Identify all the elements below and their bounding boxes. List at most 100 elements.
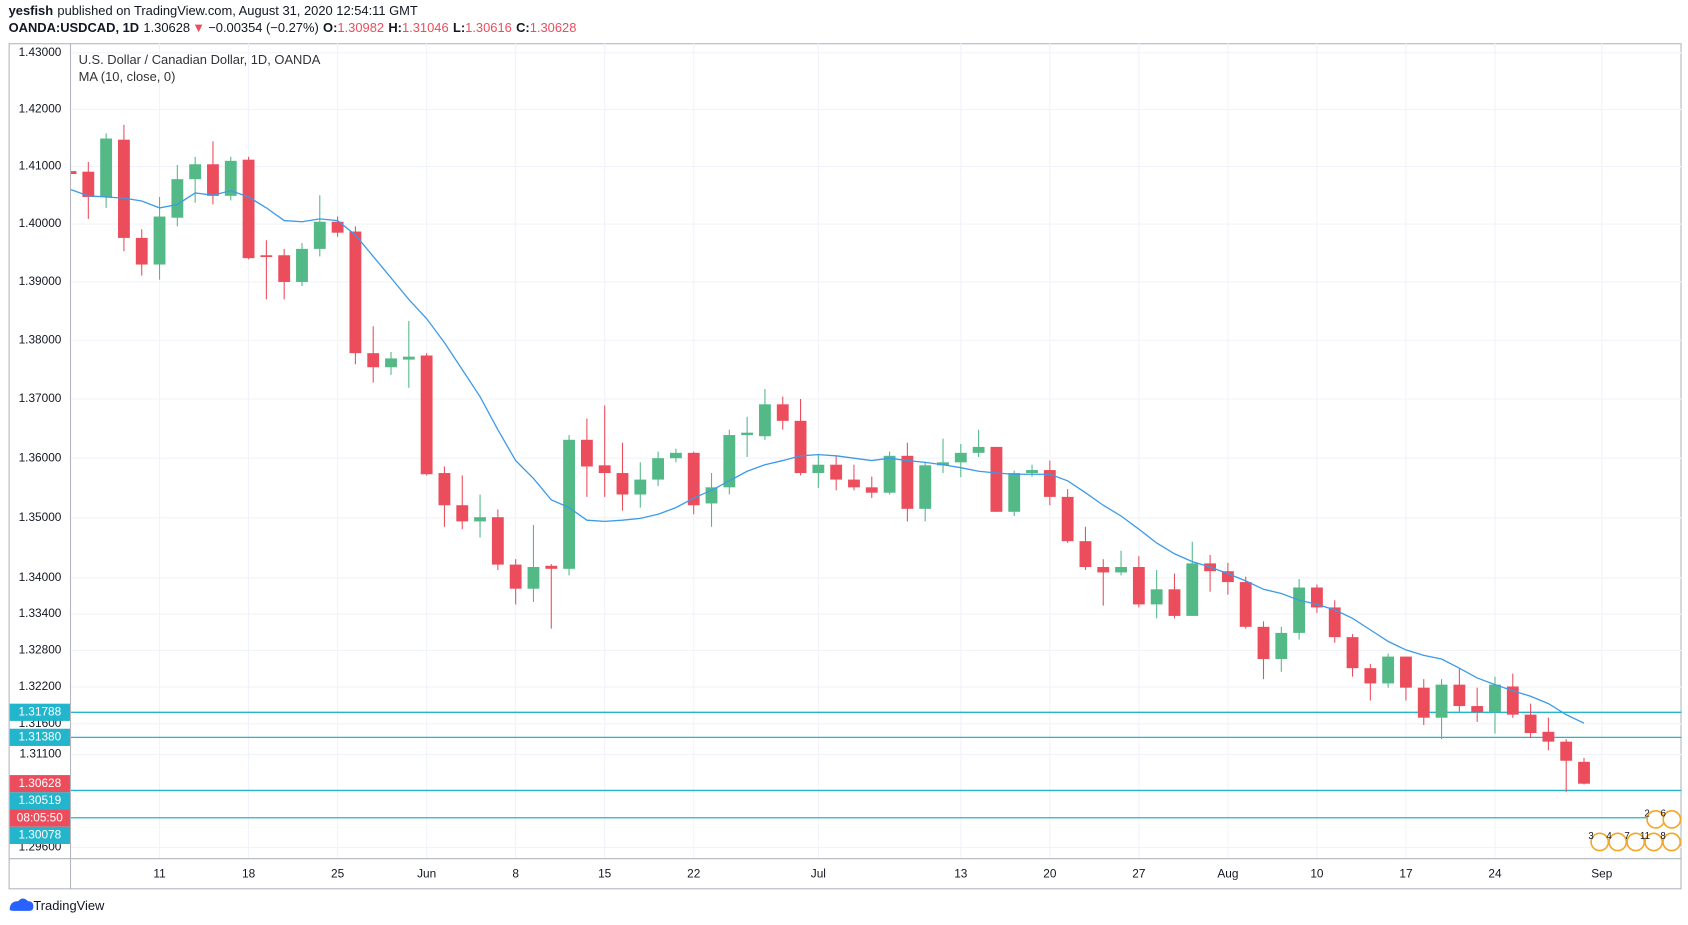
price-badge-label: 08:05:50 — [17, 810, 63, 824]
candle-body — [1524, 714, 1537, 734]
publish-line: yesfish published on TradingView.com, Aug… — [9, 3, 418, 18]
y-tick-label: 1.40000 — [19, 216, 62, 230]
y-tick-label: 1.42000 — [19, 102, 62, 116]
x-tick-label: 22 — [687, 866, 700, 880]
event-count: 3 — [1588, 831, 1593, 842]
price-badge-label: 1.30078 — [18, 828, 61, 842]
candle-body — [1168, 589, 1181, 616]
event-count: 8 — [1660, 831, 1665, 842]
y-tick-label: 1.31100 — [19, 747, 61, 761]
candle-body — [1364, 668, 1377, 684]
l-label: L: — [453, 21, 465, 36]
candle-body — [313, 221, 326, 249]
l-value: 1.30616 — [465, 21, 512, 36]
candle-body — [349, 231, 362, 354]
candle-body — [990, 446, 1003, 512]
x-tick-label: 20 — [1043, 866, 1057, 880]
symbol: OANDA:USDCAD, 1D — [9, 21, 140, 36]
candle-body — [1578, 761, 1590, 784]
candle-body — [741, 432, 754, 436]
candle-body — [367, 353, 380, 368]
candle-body — [616, 473, 629, 495]
candle-body — [153, 216, 166, 265]
candle-body — [207, 164, 219, 196]
candle-body — [883, 455, 896, 493]
candle-body — [331, 221, 344, 233]
author: yesfish — [9, 3, 54, 18]
y-tick-label: 1.34000 — [19, 570, 62, 584]
candle-body — [1382, 656, 1395, 684]
candle-body — [705, 487, 718, 504]
arrow: ▼ — [192, 21, 205, 36]
candle-body — [776, 404, 789, 421]
logo — [9, 898, 34, 911]
x-tick-label: Aug — [1217, 866, 1238, 880]
price-badge — [9, 775, 70, 793]
candle-body — [580, 439, 593, 467]
y-tick-label: 1.32800 — [19, 643, 62, 657]
y-tick-label: 1.35000 — [19, 510, 62, 524]
candle-body — [1400, 656, 1412, 688]
event-icon — [1662, 832, 1682, 852]
x-tick-label: Sep — [1591, 866, 1612, 880]
candle-body — [634, 479, 647, 495]
candle-body — [937, 462, 949, 466]
candle-body — [1239, 582, 1252, 627]
x-tick-label: 13 — [954, 866, 968, 880]
candle-body — [385, 358, 397, 368]
candle-body — [1079, 541, 1092, 568]
candle-body — [1097, 567, 1110, 573]
candle-body — [545, 565, 558, 569]
y-tick-label: 1.43000 — [19, 45, 62, 59]
o-value: 1.30982 — [337, 21, 384, 36]
candle-body — [1506, 686, 1519, 715]
candle-body — [82, 171, 95, 197]
candle-body — [669, 452, 682, 459]
x-tick-label: 27 — [1132, 866, 1145, 880]
c-value: 1.30628 — [530, 21, 577, 36]
candle-body — [189, 164, 202, 180]
candle-body — [1043, 470, 1056, 497]
x-tick-label: 10 — [1310, 866, 1324, 880]
candle-body — [794, 420, 807, 474]
candle-body — [100, 138, 113, 197]
candle-body — [402, 356, 415, 360]
candle-body — [563, 439, 575, 569]
candle-body — [1471, 706, 1484, 713]
candle-body — [1008, 473, 1021, 512]
event-count: 2 — [1644, 809, 1649, 820]
candle-body — [954, 452, 967, 463]
candle-body — [1186, 563, 1199, 616]
price-badge-label: 1.31380 — [18, 729, 61, 743]
candle-body — [1489, 684, 1501, 713]
x-tick-label: 18 — [242, 866, 256, 880]
candle-body — [171, 179, 184, 218]
y-tick-label: 1.39000 — [19, 274, 62, 288]
candle-body — [1221, 571, 1234, 583]
price-badge — [9, 792, 70, 810]
y-tick-label: 1.37000 — [19, 391, 62, 405]
price-badge — [9, 809, 70, 827]
candle-body — [1346, 637, 1359, 669]
price-badge-label: 1.30628 — [18, 776, 61, 790]
candle-body — [420, 355, 433, 475]
candle-body — [296, 248, 308, 282]
c-label: C: — [516, 21, 530, 36]
x-tick-label: 11 — [153, 866, 165, 880]
price-badge — [9, 703, 70, 721]
candle-body — [135, 237, 148, 265]
x-tick-label: 17 — [1399, 866, 1412, 880]
y-tick-label: 1.38000 — [19, 332, 62, 346]
candle-body — [224, 160, 237, 196]
candle-body — [1150, 589, 1163, 605]
price: 1.30628 — [143, 21, 190, 36]
candle-body — [278, 255, 291, 282]
candle-body — [1275, 632, 1288, 660]
candle-body — [812, 464, 825, 474]
candle-body — [972, 446, 985, 453]
x-tick-label: 15 — [598, 866, 612, 880]
price-badge — [9, 728, 70, 746]
